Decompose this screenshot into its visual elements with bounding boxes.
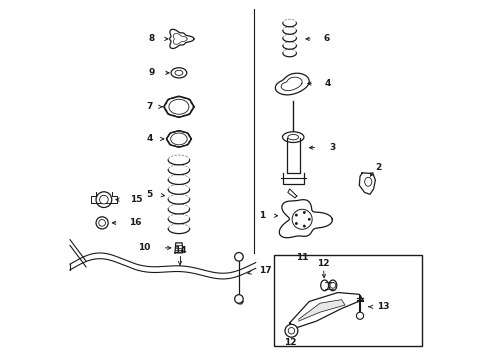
- Text: 15: 15: [130, 195, 143, 204]
- Circle shape: [99, 195, 108, 204]
- Circle shape: [295, 214, 298, 216]
- Text: 8: 8: [148, 35, 155, 44]
- Circle shape: [285, 324, 298, 337]
- Ellipse shape: [329, 280, 337, 291]
- Circle shape: [308, 218, 311, 221]
- Text: 17: 17: [259, 266, 272, 275]
- Text: 10: 10: [138, 243, 150, 252]
- Ellipse shape: [365, 177, 372, 186]
- Polygon shape: [275, 73, 309, 95]
- Polygon shape: [298, 300, 345, 321]
- Ellipse shape: [171, 68, 187, 78]
- Text: 3: 3: [329, 143, 335, 152]
- Bar: [273, 255, 422, 346]
- Ellipse shape: [169, 99, 189, 114]
- Text: 14: 14: [173, 246, 186, 255]
- Polygon shape: [290, 293, 363, 328]
- Circle shape: [235, 252, 243, 261]
- Polygon shape: [175, 243, 183, 253]
- Ellipse shape: [321, 280, 329, 291]
- Ellipse shape: [175, 70, 183, 75]
- Text: 12: 12: [318, 259, 330, 268]
- Ellipse shape: [283, 132, 304, 143]
- Circle shape: [330, 283, 336, 288]
- Text: 5: 5: [147, 190, 153, 199]
- Circle shape: [288, 328, 294, 334]
- Polygon shape: [359, 173, 375, 194]
- Ellipse shape: [167, 131, 191, 147]
- Ellipse shape: [288, 134, 298, 140]
- Text: 16: 16: [129, 219, 142, 228]
- Text: 4: 4: [324, 79, 331, 88]
- Text: 6: 6: [323, 35, 330, 44]
- Circle shape: [235, 295, 243, 303]
- Text: 13: 13: [377, 302, 390, 311]
- Text: 7: 7: [147, 102, 153, 111]
- Polygon shape: [279, 200, 332, 238]
- Text: 2: 2: [375, 163, 382, 172]
- Text: 4: 4: [147, 134, 153, 143]
- Circle shape: [356, 312, 364, 319]
- Circle shape: [303, 211, 306, 214]
- Circle shape: [96, 217, 108, 229]
- Text: 11: 11: [296, 253, 308, 262]
- Circle shape: [295, 222, 298, 225]
- Text: 9: 9: [148, 68, 155, 77]
- Circle shape: [292, 209, 312, 229]
- Text: 12: 12: [284, 338, 296, 347]
- Circle shape: [96, 192, 112, 207]
- Text: 1: 1: [260, 211, 266, 220]
- Circle shape: [303, 225, 306, 228]
- Circle shape: [99, 220, 105, 226]
- Ellipse shape: [165, 97, 193, 117]
- Polygon shape: [281, 77, 302, 91]
- Polygon shape: [170, 29, 194, 49]
- Ellipse shape: [171, 133, 187, 145]
